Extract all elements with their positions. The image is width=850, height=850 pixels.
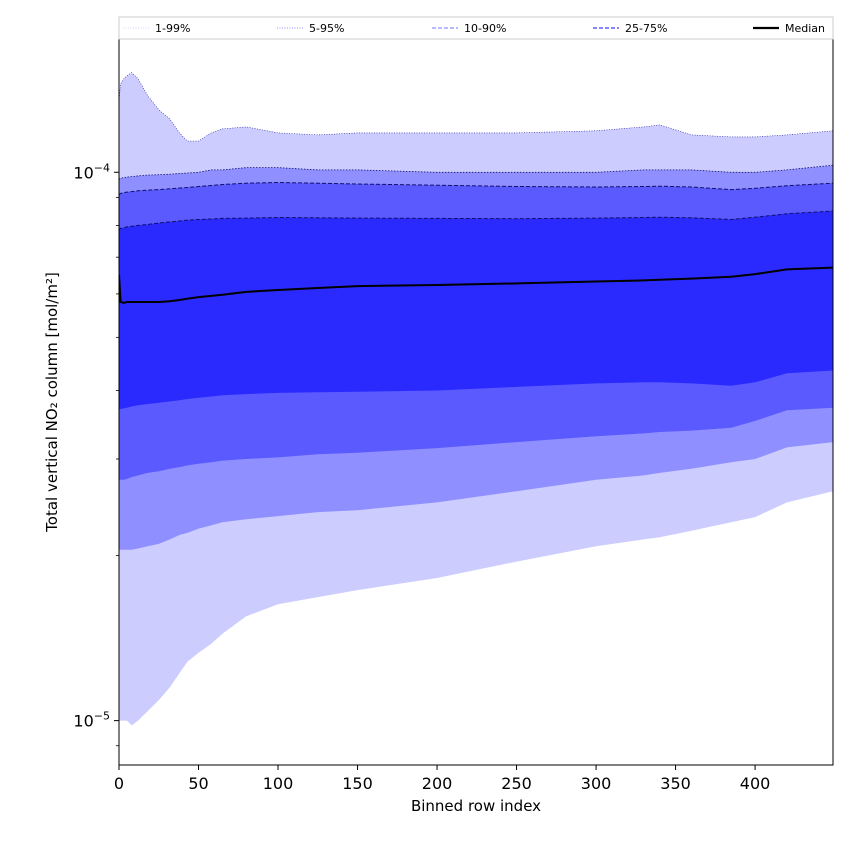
band-upper-edge-5-95: [119, 164, 833, 180]
percentile-bands: [119, 72, 833, 726]
median-line: [119, 266, 833, 304]
x-tick-label: 0: [114, 774, 124, 793]
y-tick-label: 10−5: [73, 710, 110, 731]
x-tick-label: 50: [188, 774, 208, 793]
legend-label: 25-75%: [625, 22, 667, 35]
legend-label: 10-90%: [464, 22, 506, 35]
legend: 1-99% 5-95% 10-90% 25-75% Median: [118, 16, 834, 40]
x-tick-label: 250: [501, 774, 532, 793]
y-tick-label: 10−4: [73, 161, 110, 182]
median-layer: [119, 266, 833, 304]
y-axis: 10−5 10−4: [73, 161, 119, 747]
legend-item-5-95: 5-95%: [277, 22, 344, 35]
x-tick-label: 400: [740, 774, 771, 793]
band-upper-edge-1-99: [119, 72, 833, 142]
legend-box: [118, 16, 834, 40]
band-upper-edge-25-75: [119, 210, 833, 231]
legend-label: 1-99%: [155, 22, 190, 35]
x-axis-label: Binned row index: [411, 797, 541, 815]
legend-item-1-99: 1-99%: [123, 22, 190, 35]
x-tick-label: 150: [342, 774, 373, 793]
legend-item-median: Median: [753, 22, 825, 35]
x-tick-label: 200: [422, 774, 453, 793]
y-axis-label: Total vertical NO₂ column [mol/m²]: [43, 272, 61, 533]
legend-item-25-75: 25-75%: [593, 22, 667, 35]
legend-label: Median: [785, 22, 825, 35]
x-tick-label: 350: [660, 774, 691, 793]
band-upper-edge-10-90: [119, 181, 833, 196]
band-25-75: [119, 211, 833, 409]
legend-label: 5-95%: [309, 22, 344, 35]
x-axis: 0 50 100 150 200 250 300 350 400: [114, 765, 770, 793]
legend-item-10-90: 10-90%: [432, 22, 506, 35]
x-tick-label: 100: [263, 774, 294, 793]
x-tick-label: 300: [581, 774, 612, 793]
